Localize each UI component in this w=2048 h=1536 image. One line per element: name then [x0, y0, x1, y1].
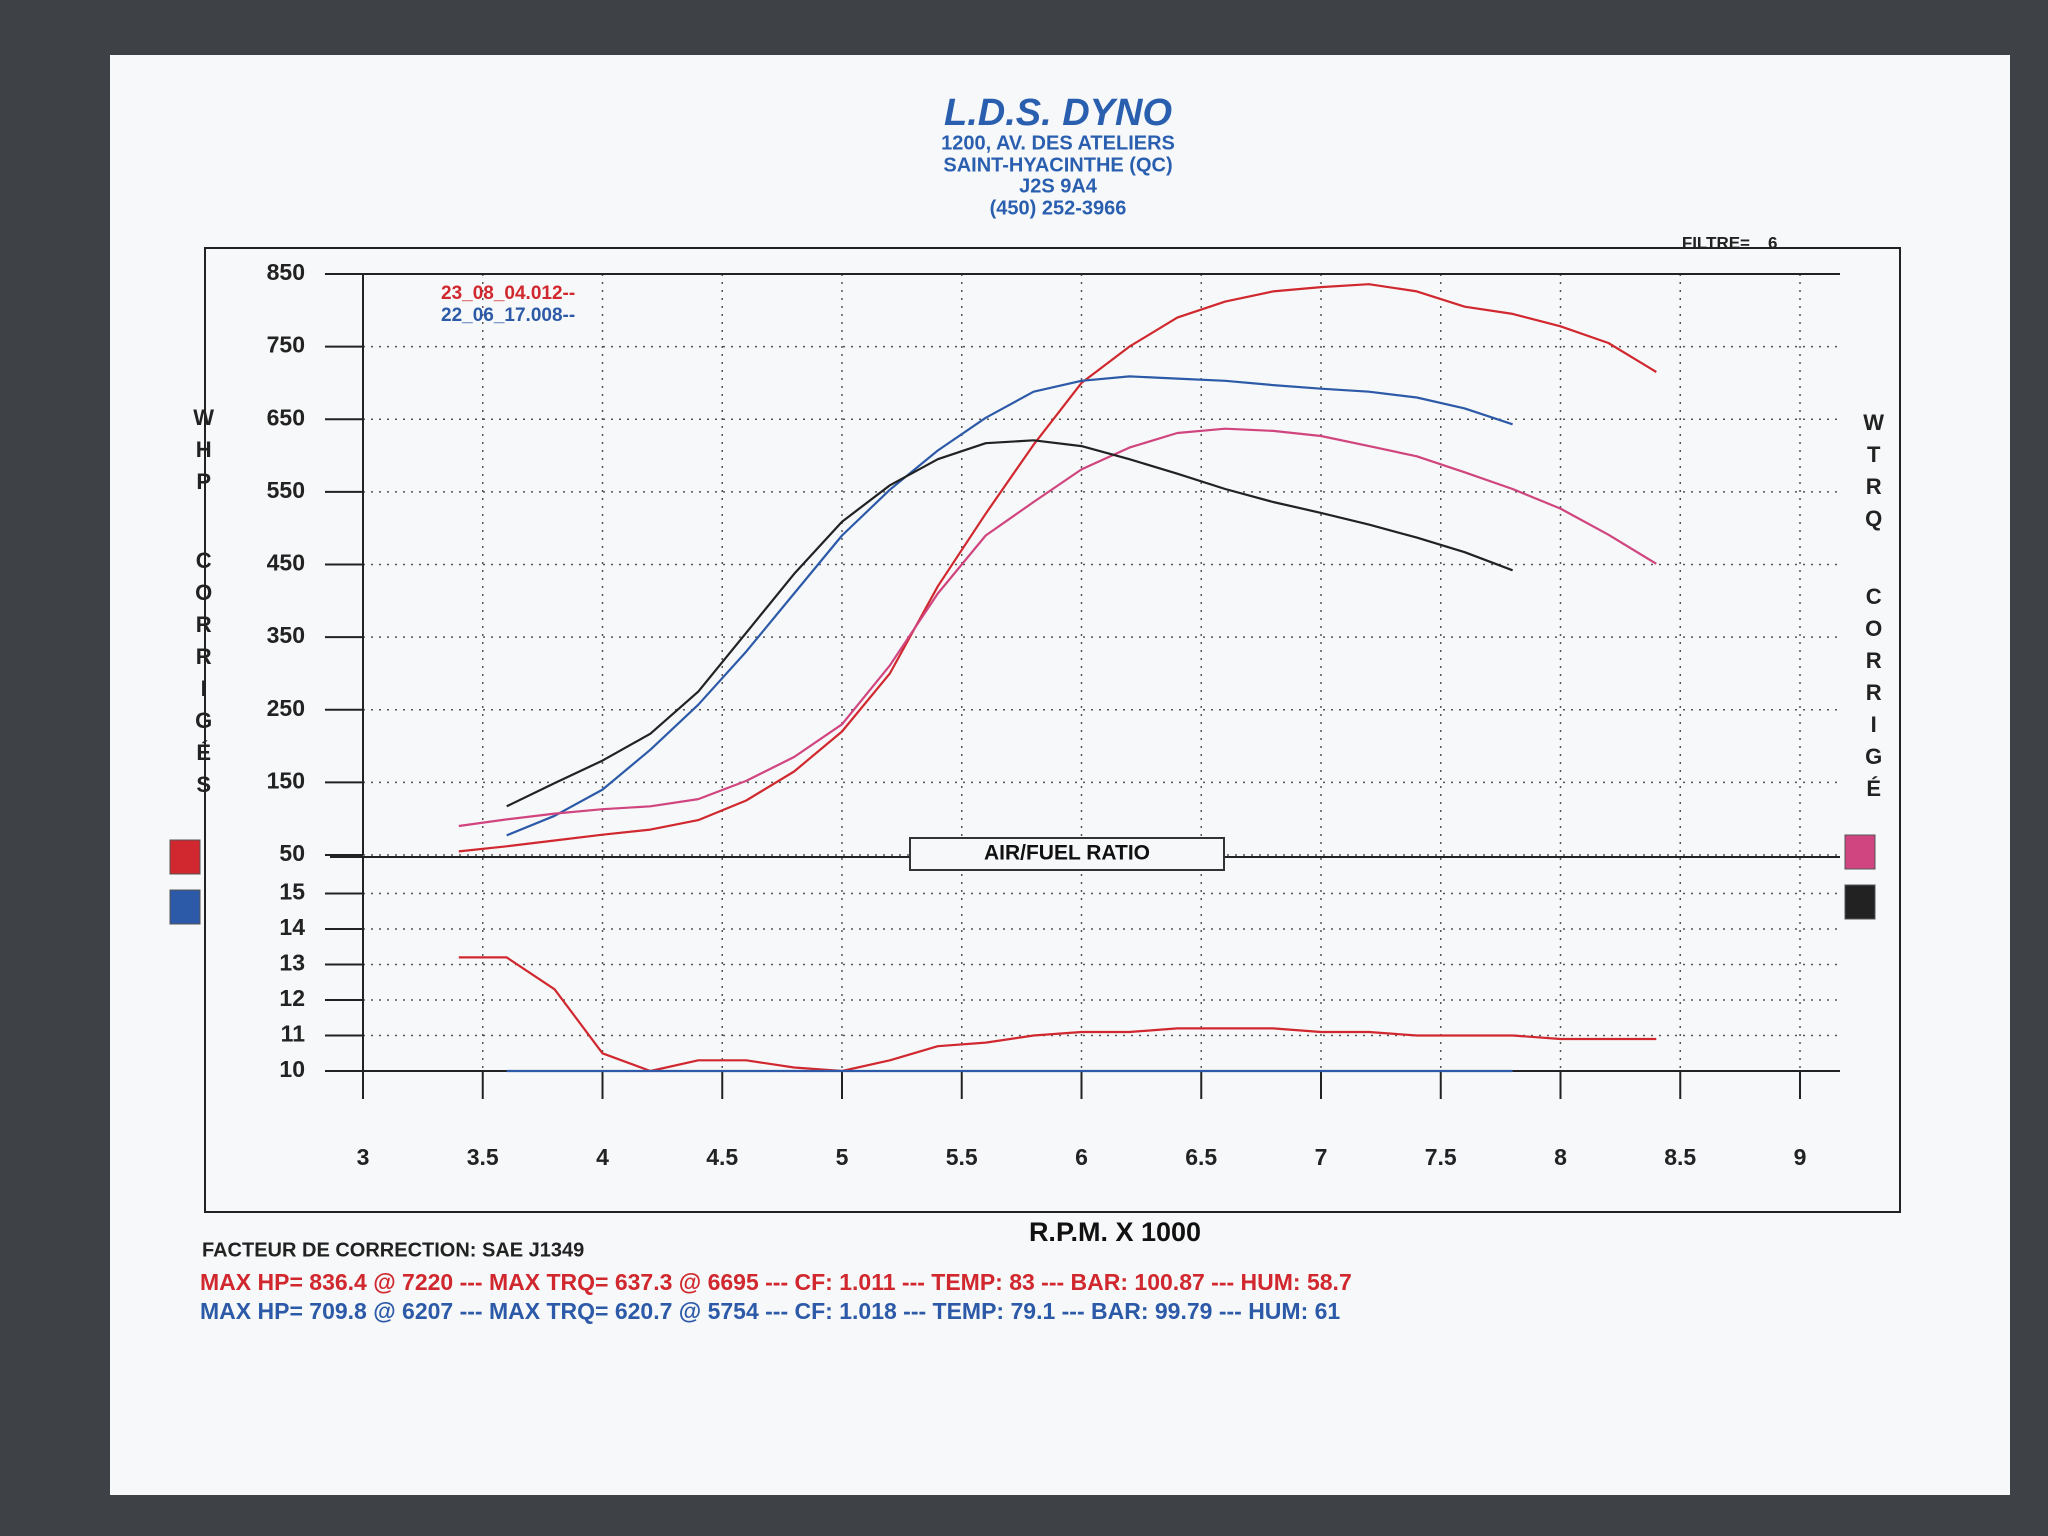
y-tick-label: 15: [279, 879, 305, 905]
chart-frame: [204, 247, 1901, 1213]
header-line: (450) 252-3966: [990, 197, 1127, 219]
header-line: J2S 9A4: [1019, 175, 1098, 197]
x-tick-label: 7: [1315, 1144, 1328, 1170]
y-tick-label: 350: [267, 622, 305, 648]
stats-line: MAX HP= 709.8 @ 6207 --- MAX TRQ= 620.7 …: [200, 1298, 1340, 1324]
legend-entry: 23_08_04.012--: [441, 283, 575, 304]
y-tick-label: 14: [279, 914, 305, 940]
legend-swatch: [169, 889, 201, 925]
axis-label: WTRQ: [1861, 410, 1886, 538]
series-line: [458, 427, 1657, 828]
legend-swatch: [1844, 884, 1876, 920]
y-tick-label: 850: [267, 259, 305, 285]
y-tick-label: 11: [281, 1021, 306, 1047]
x-tick-label: 4: [596, 1144, 609, 1170]
y-tick-label: 250: [267, 695, 305, 721]
header-line: SAINT-HYACINTHE (QC): [943, 154, 1172, 176]
y-tick-label: 150: [267, 767, 305, 793]
y-tick-label: 650: [267, 404, 305, 430]
correction-factor: FACTEUR DE CORRECTION: SAE J1349: [202, 1239, 584, 1261]
x-tick-label: 3: [357, 1144, 370, 1170]
x-tick-label: 5.5: [946, 1144, 978, 1170]
series-line: [506, 375, 1513, 837]
x-tick-label: 3.5: [467, 1144, 499, 1170]
y-tick-label: 10: [279, 1056, 305, 1082]
legend-swatch: [1844, 834, 1876, 870]
x-tick-label: 6: [1075, 1144, 1088, 1170]
header-line: 1200, AV. DES ATELIERS: [941, 132, 1175, 154]
title-box: [909, 837, 1225, 871]
x-tick-label: 6.5: [1185, 1144, 1217, 1170]
axis-label: CORRIGÉS: [191, 548, 216, 804]
y-tick-label: 13: [279, 950, 305, 976]
y-tick-label: 50: [279, 840, 305, 866]
legend-entry: 22_06_17.008--: [441, 305, 575, 326]
x-tick-label: 7.5: [1425, 1144, 1457, 1170]
series-line: [458, 283, 1657, 853]
y-tick-label: 450: [267, 550, 305, 576]
chart-title: AIR/FUEL RATIO: [984, 842, 1150, 865]
stats-line: MAX HP= 836.4 @ 7220 --- MAX TRQ= 637.3 …: [200, 1269, 1352, 1295]
axis-label: CORRIGÉ: [1861, 584, 1886, 808]
series-line: [458, 956, 1657, 1073]
x-tick-label: 8.5: [1664, 1144, 1696, 1170]
y-tick-label: 750: [267, 332, 305, 358]
legend-swatch: [169, 839, 201, 875]
filter-label: FILTRE=: [1682, 233, 1750, 252]
series-line: [506, 439, 1513, 808]
x-tick-label: 5: [836, 1144, 849, 1170]
paper: [110, 55, 2010, 1495]
header-title: L.D.S. DYNO: [944, 92, 1172, 134]
axis-label: WHP: [191, 405, 216, 501]
x-tick-label: 8: [1554, 1144, 1567, 1170]
x-tick-label: 9: [1794, 1144, 1807, 1170]
y-tick-label: 550: [267, 477, 305, 503]
x-axis-label: R.P.M. X 1000: [1029, 1217, 1201, 1247]
x-tick-label: 4.5: [706, 1144, 738, 1170]
y-tick-label: 12: [279, 985, 305, 1011]
filter-value: 6: [1768, 233, 1777, 252]
